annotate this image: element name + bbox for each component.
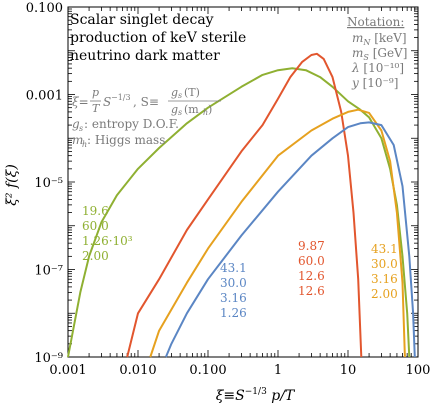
xi-definition: ξ= p T S −1/3 , S≡ g s (T) g s (m h ) g …	[72, 86, 221, 149]
s-den-tail: (m	[184, 103, 199, 116]
svg-text:ξ² f(ξ): ξ² f(ξ)	[4, 164, 20, 206]
param-label-green: 2.00	[82, 249, 109, 263]
param-label-red: 9.87	[298, 239, 325, 253]
s-num-tail: (T)	[184, 86, 200, 99]
s-den-sub: s	[178, 108, 182, 117]
param-label-blue: 43.1	[220, 261, 247, 275]
y-tick-label: 10⁻⁷	[34, 264, 63, 279]
xi-num: p	[92, 86, 99, 99]
s-num-sub: s	[178, 91, 182, 100]
gs-sub: s	[79, 124, 83, 133]
series-line-red	[126, 52, 363, 358]
x-tick-label: 100	[406, 363, 431, 378]
gs-var: g	[72, 117, 80, 131]
x-tick-label: 1	[274, 363, 282, 378]
gs-text: : entropy D.O.F.	[84, 117, 179, 131]
mh-var: m	[72, 133, 83, 147]
param-label-red: 60.0	[298, 254, 325, 268]
param-label-orange: 43.1	[371, 242, 398, 256]
param-label-blue: 30.0	[220, 276, 247, 290]
s-den: g	[171, 103, 178, 116]
param-label-blue: 1.26	[220, 306, 247, 320]
mh-sub: h	[82, 140, 87, 149]
title-line-1: Scalar singlet decay	[70, 12, 214, 28]
mh-text: : Higgs mass	[87, 133, 165, 147]
y-tick-label: 10⁻⁹	[34, 351, 63, 366]
s-num: g	[171, 86, 178, 99]
param-label-green: 1.26·10³	[82, 234, 133, 248]
y-tick-label: 0.001	[26, 89, 63, 104]
series-line-blue	[164, 121, 416, 358]
notation-row: y [10⁻⁹]	[351, 76, 398, 90]
xi-den: T	[92, 102, 101, 115]
xi-def-left: ξ=	[72, 95, 89, 109]
x-tick-label: 0.001	[49, 363, 86, 378]
series-line-orange	[149, 108, 406, 358]
y-axis-label: ξ² f(ξ)	[4, 164, 20, 206]
param-label-green: 19.6	[82, 204, 109, 218]
param-label-blue: 3.16	[220, 291, 247, 305]
svg-text:ξ≡S−1/3 p/T: ξ≡S−1/3 p/T	[216, 387, 296, 404]
title-line-3: neutrino dark matter	[70, 48, 220, 64]
param-label-orange: 3.16	[371, 272, 398, 286]
param-label-orange: 30.0	[371, 257, 398, 271]
xi-mid: S	[103, 95, 111, 109]
x-tick-label: 10	[340, 363, 357, 378]
notation-block: Notation: mN [keV]mS [GeV]λ [10⁻¹⁰]y [10…	[347, 15, 407, 90]
s-den-close: )	[208, 103, 212, 116]
notation-row: mN [keV]	[352, 31, 407, 47]
param-label-orange: 2.00	[371, 287, 398, 301]
x-axis-label: ξ≡S−1/3 p/T	[216, 387, 296, 404]
param-label-green: 60.0	[82, 219, 109, 233]
y-tick-label: 10⁻⁵	[34, 176, 63, 191]
notation-row: λ [10⁻¹⁰]	[351, 61, 404, 75]
param-label-red: 12.6	[298, 269, 325, 283]
title-line-2: production of keV sterile	[70, 30, 246, 46]
x-tick-label: 0.010	[119, 363, 156, 378]
s-def: , S≡	[133, 95, 159, 109]
y-tick-label: 0.100	[26, 1, 63, 16]
notation-title: Notation:	[347, 15, 404, 29]
s-den-sub2: h	[203, 108, 208, 117]
param-label-red: 12.6	[298, 284, 325, 298]
series-line-green	[67, 67, 411, 358]
notation-row: mS [GeV]	[352, 46, 407, 62]
x-tick-label: 0.100	[189, 363, 226, 378]
xi-sup: −1/3	[111, 93, 131, 102]
